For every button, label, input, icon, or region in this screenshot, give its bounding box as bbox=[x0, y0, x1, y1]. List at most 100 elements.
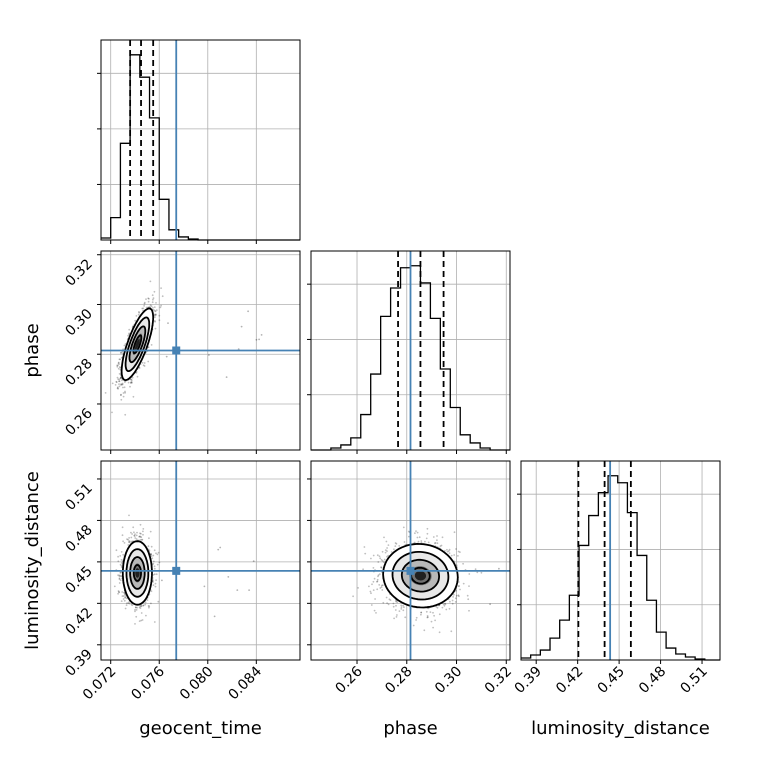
sample-point bbox=[364, 552, 367, 555]
sample-point bbox=[140, 536, 143, 539]
sample-point bbox=[130, 536, 133, 539]
sample-point bbox=[462, 562, 464, 565]
sample-point bbox=[451, 602, 454, 605]
sample-point bbox=[132, 526, 135, 529]
sample-point bbox=[139, 532, 141, 535]
sample-point bbox=[124, 413, 127, 416]
outlier-point bbox=[498, 567, 500, 570]
contour-line bbox=[129, 556, 146, 590]
outlier-point bbox=[530, 542, 532, 544]
sample-point bbox=[480, 571, 483, 574]
sample-point bbox=[370, 557, 372, 560]
sample-point bbox=[370, 604, 373, 606]
sample-point bbox=[156, 553, 159, 556]
sample-point bbox=[153, 306, 156, 308]
sample-point bbox=[393, 548, 395, 551]
sample-point bbox=[139, 604, 142, 607]
sample-point bbox=[455, 548, 457, 550]
contour-line bbox=[125, 548, 150, 598]
sample-point bbox=[160, 287, 163, 289]
axes-frame bbox=[100, 460, 301, 661]
y-tick-label: 0.39 bbox=[62, 646, 95, 679]
sample-point bbox=[439, 545, 442, 547]
sample-point bbox=[120, 376, 122, 379]
sample-point bbox=[453, 531, 456, 534]
outlier-point bbox=[219, 546, 222, 549]
sample-point bbox=[378, 555, 381, 558]
sample-point bbox=[147, 545, 150, 548]
x-tick-label: 0.39 bbox=[512, 664, 545, 697]
sample-point bbox=[152, 560, 155, 563]
sample-point bbox=[152, 562, 155, 565]
sample-point bbox=[377, 561, 380, 563]
sample-point bbox=[131, 533, 134, 535]
sample-point bbox=[155, 302, 157, 304]
sample-point bbox=[128, 541, 130, 543]
sample-point bbox=[151, 294, 154, 297]
x-axis-label-geocent_time: geocent_time bbox=[139, 718, 262, 739]
sample-point bbox=[387, 554, 390, 557]
histogram-panel-luminosity_distance: 0.39 0.42 0.45 0.48 0.51 bbox=[512, 460, 721, 697]
sample-point bbox=[155, 579, 158, 581]
sample-point bbox=[154, 327, 157, 330]
sample-point bbox=[142, 533, 144, 536]
axes-frame bbox=[100, 39, 301, 241]
sample-point bbox=[121, 379, 123, 382]
sample-point bbox=[153, 565, 156, 568]
sample-point bbox=[128, 541, 131, 544]
sample-point bbox=[120, 575, 122, 577]
sample-point bbox=[124, 390, 126, 393]
sample-point bbox=[133, 531, 135, 534]
sample-point bbox=[414, 532, 416, 535]
sample-point bbox=[149, 280, 152, 283]
sample-point bbox=[408, 535, 410, 538]
sample-point bbox=[420, 541, 423, 544]
sample-point bbox=[141, 619, 144, 621]
sample-point bbox=[434, 619, 436, 622]
sample-point bbox=[120, 398, 123, 401]
sample-point bbox=[122, 598, 125, 600]
sample-point bbox=[140, 619, 143, 622]
sample-point bbox=[119, 579, 122, 582]
outlier-point bbox=[225, 376, 228, 378]
y-tick-label: 0.28 bbox=[62, 356, 95, 389]
sample-point bbox=[124, 380, 127, 383]
sample-point bbox=[453, 554, 456, 556]
sample-point bbox=[134, 609, 136, 611]
sample-point bbox=[126, 602, 128, 605]
outlier-point bbox=[203, 585, 206, 588]
sample-point bbox=[141, 307, 144, 310]
sample-point bbox=[130, 531, 132, 534]
x-tick-label: 0.072 bbox=[80, 664, 120, 704]
sample-point bbox=[441, 536, 444, 539]
x-axis-label-phase: phase bbox=[383, 718, 437, 739]
sample-point bbox=[154, 316, 156, 319]
sample-point bbox=[128, 540, 131, 542]
sample-point bbox=[138, 606, 141, 609]
sample-point bbox=[150, 553, 152, 555]
y-axis-label-phase: phase bbox=[22, 323, 43, 377]
y-axis-label-luminosity_distance: luminosity_distance bbox=[22, 471, 43, 650]
sample-point bbox=[130, 540, 133, 543]
sample-point bbox=[452, 593, 455, 596]
density-panel-phase-luminosity_distance: 0.26 0.28 0.30 0.32 bbox=[307, 460, 532, 697]
sample-point bbox=[147, 300, 150, 303]
sample-point bbox=[148, 605, 151, 608]
sample-point bbox=[352, 595, 354, 598]
sample-point bbox=[402, 609, 405, 612]
sample-point bbox=[150, 545, 153, 548]
sample-point bbox=[124, 594, 127, 597]
sample-point bbox=[123, 542, 126, 544]
sample-point bbox=[155, 552, 157, 555]
sample-point bbox=[373, 577, 376, 580]
sample-point bbox=[445, 608, 448, 611]
sample-point bbox=[152, 581, 155, 583]
sample-point bbox=[452, 596, 454, 598]
x-axis-label-luminosity_distance: luminosity_distance bbox=[531, 718, 710, 739]
y-tick-label: 0.30 bbox=[62, 306, 95, 339]
sample-point bbox=[124, 607, 127, 610]
sample-point bbox=[135, 538, 138, 540]
sample-point bbox=[378, 573, 381, 575]
sample-point bbox=[152, 307, 154, 309]
sample-point bbox=[111, 411, 113, 414]
